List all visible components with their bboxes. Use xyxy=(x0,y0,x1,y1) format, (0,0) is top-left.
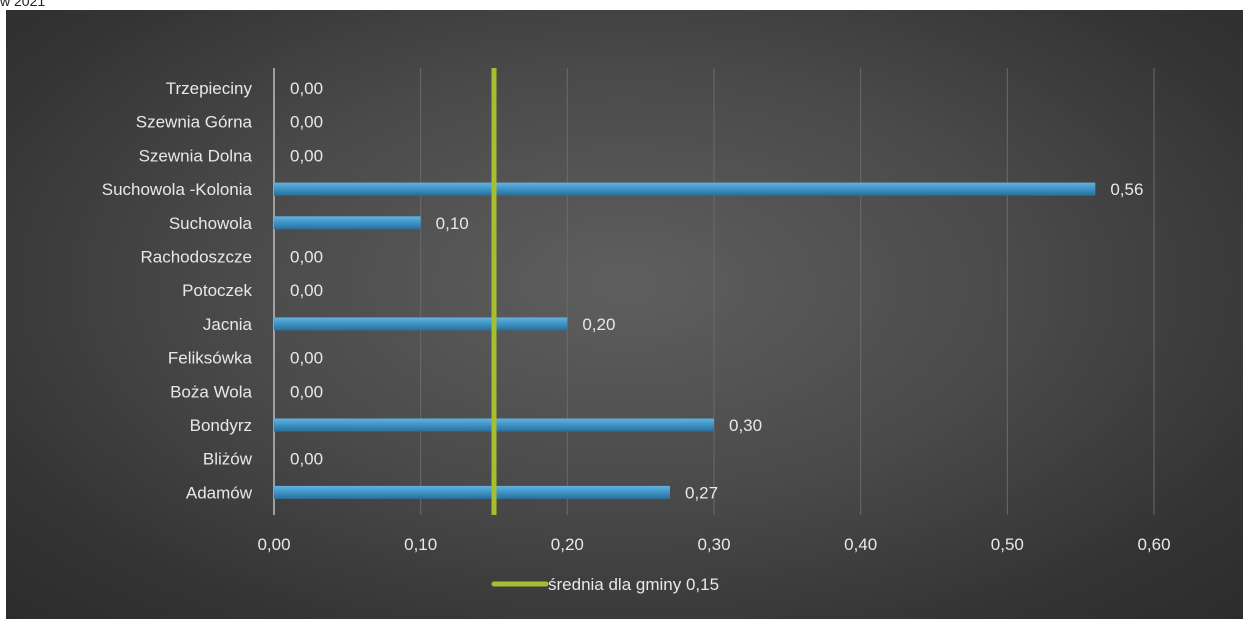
value-label: 0,00 xyxy=(290,79,323,98)
bars xyxy=(274,182,1096,499)
category-label: Rachodoszcze xyxy=(140,248,252,267)
category-label: Szewnia Górna xyxy=(136,113,253,132)
category-label: Bliżów xyxy=(203,450,253,469)
category-labels: Trzepieciny Szewnia Górna Szewnia Dolna Suc… xyxy=(102,79,253,502)
bar xyxy=(274,317,568,331)
bar xyxy=(274,216,421,230)
chart-area: Trzepieciny Szewnia Górna Szewnia Dolna Suc… xyxy=(6,10,1243,619)
value-label: 0,00 xyxy=(290,248,323,267)
value-label: 0,00 xyxy=(290,349,323,368)
value-label: 0,00 xyxy=(290,382,323,401)
x-tick-label: 0,10 xyxy=(404,535,437,554)
category-label: Jacnia xyxy=(203,315,253,334)
legend: średnia dla gminy 0,15 xyxy=(491,575,719,594)
value-label: 0,00 xyxy=(290,281,323,300)
grid-lines xyxy=(273,68,1155,515)
category-label: Boża Wola xyxy=(170,382,252,401)
category-label: Suchowola xyxy=(169,214,253,233)
legend-label: średnia dla gminy 0,15 xyxy=(548,575,719,594)
category-label: Potoczek xyxy=(182,281,252,300)
category-label: Bondyrz xyxy=(190,416,252,435)
value-label: 0,00 xyxy=(290,146,323,165)
value-label: 0,30 xyxy=(729,416,762,435)
value-label: 0,20 xyxy=(582,315,615,334)
x-tick-label: 0,40 xyxy=(844,535,877,554)
category-label: Trzepieciny xyxy=(166,79,253,98)
x-tick-label: 0,60 xyxy=(1137,535,1170,554)
x-tick-labels: 0,00 0,10 0,20 0,30 0,40 0,50 0,60 xyxy=(257,535,1170,554)
value-label: 0,10 xyxy=(436,214,469,233)
bar xyxy=(274,182,1096,196)
bar xyxy=(274,485,670,499)
bar-chart: Trzepieciny Szewnia Górna Szewnia Dolna Suc… xyxy=(102,68,1171,594)
chart-caption: w 2021 xyxy=(0,0,46,9)
x-tick-label: 0,50 xyxy=(991,535,1024,554)
x-tick-label: 0,00 xyxy=(257,535,290,554)
category-label: Szewnia Dolna xyxy=(139,146,253,165)
x-tick-label: 0,30 xyxy=(697,535,730,554)
category-label: Adamów xyxy=(186,483,253,502)
value-label: 0,00 xyxy=(290,450,323,469)
value-label: 0,00 xyxy=(290,113,323,132)
x-tick-label: 0,20 xyxy=(551,535,584,554)
category-label: Feliksówka xyxy=(168,349,253,368)
value-labels: 0,00 0,00 0,00 0,56 0,10 0,00 0,00 0,20 0,00 0,00… xyxy=(290,79,1143,502)
category-label: Suchowola -Kolonia xyxy=(102,180,253,199)
value-label: 0,27 xyxy=(685,483,718,502)
value-label: 0,56 xyxy=(1110,180,1143,199)
